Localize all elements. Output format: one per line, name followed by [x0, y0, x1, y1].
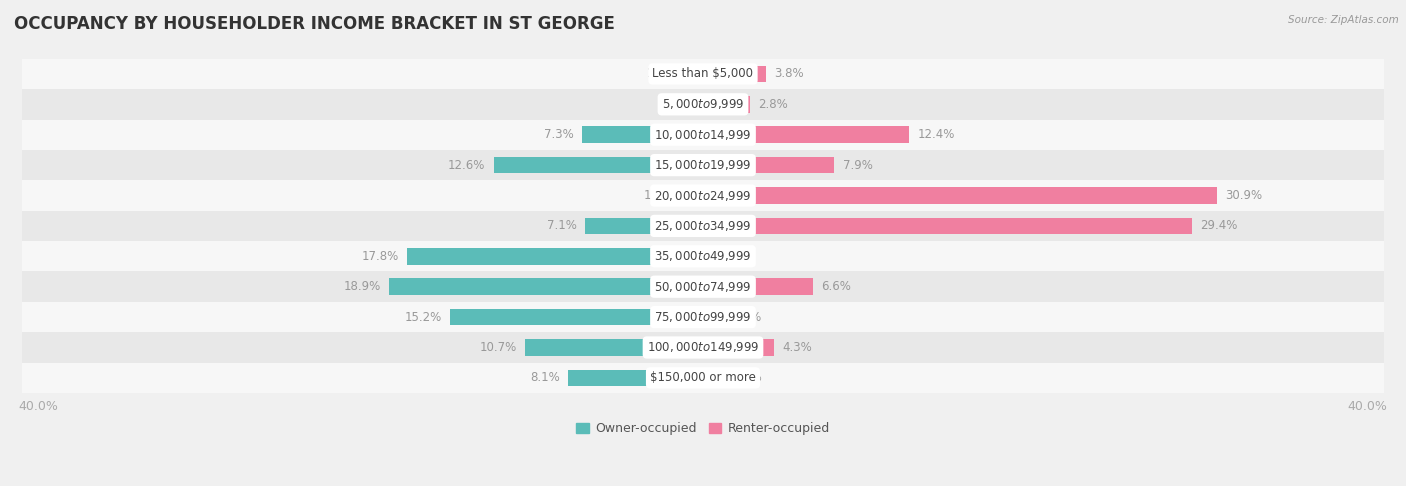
Text: 0.0%: 0.0% [711, 250, 741, 263]
Text: 17.8%: 17.8% [361, 250, 399, 263]
Bar [6, 59, 1400, 89]
Text: $15,000 to $19,999: $15,000 to $19,999 [654, 158, 752, 172]
Bar [703, 66, 766, 82]
Bar [6, 180, 1400, 211]
Bar [6, 150, 1400, 180]
Bar [389, 278, 703, 295]
Bar [703, 278, 813, 295]
Text: $50,000 to $74,999: $50,000 to $74,999 [654, 280, 752, 294]
Text: 30.9%: 30.9% [1225, 189, 1263, 202]
Bar [450, 309, 703, 326]
Bar [6, 332, 1400, 363]
Text: 7.9%: 7.9% [842, 158, 873, 172]
Bar [6, 302, 1400, 332]
Text: OCCUPANCY BY HOUSEHOLDER INCOME BRACKET IN ST GEORGE: OCCUPANCY BY HOUSEHOLDER INCOME BRACKET … [14, 15, 614, 33]
Text: $20,000 to $24,999: $20,000 to $24,999 [654, 189, 752, 203]
Bar [526, 339, 703, 356]
Text: 8.1%: 8.1% [530, 371, 560, 384]
Text: $10,000 to $14,999: $10,000 to $14,999 [654, 128, 752, 142]
Text: 0.0%: 0.0% [665, 98, 695, 111]
Bar [582, 126, 703, 143]
Bar [6, 241, 1400, 272]
Text: Source: ZipAtlas.com: Source: ZipAtlas.com [1288, 15, 1399, 25]
Bar [682, 187, 703, 204]
Bar [6, 272, 1400, 302]
Bar [703, 309, 716, 326]
Bar [703, 126, 910, 143]
Text: 12.4%: 12.4% [917, 128, 955, 141]
Bar [568, 369, 703, 386]
Bar [585, 218, 703, 234]
Bar [703, 339, 775, 356]
Text: 10.7%: 10.7% [479, 341, 517, 354]
Bar [6, 89, 1400, 120]
Bar [494, 157, 703, 174]
Text: 1.1%: 1.1% [647, 68, 676, 81]
Text: 0.76%: 0.76% [724, 311, 761, 324]
Text: 15.2%: 15.2% [405, 311, 441, 324]
Bar [703, 218, 1191, 234]
Text: $25,000 to $34,999: $25,000 to $34,999 [654, 219, 752, 233]
Bar [408, 248, 703, 265]
Bar [685, 66, 703, 82]
Text: $100,000 to $149,999: $100,000 to $149,999 [647, 341, 759, 354]
Text: 29.4%: 29.4% [1199, 219, 1237, 232]
Text: 7.3%: 7.3% [544, 128, 574, 141]
Text: 2.8%: 2.8% [758, 98, 787, 111]
Text: $75,000 to $99,999: $75,000 to $99,999 [654, 310, 752, 324]
Bar [6, 211, 1400, 241]
Text: 6.6%: 6.6% [821, 280, 851, 293]
Text: $150,000 or more: $150,000 or more [650, 371, 756, 384]
Text: Less than $5,000: Less than $5,000 [652, 68, 754, 81]
Text: 1.3%: 1.3% [733, 371, 762, 384]
Legend: Owner-occupied, Renter-occupied: Owner-occupied, Renter-occupied [571, 417, 835, 440]
Text: 3.8%: 3.8% [775, 68, 804, 81]
Text: 1.3%: 1.3% [644, 189, 673, 202]
Bar [703, 96, 749, 113]
Text: 4.3%: 4.3% [783, 341, 813, 354]
Text: 18.9%: 18.9% [343, 280, 381, 293]
Text: $35,000 to $49,999: $35,000 to $49,999 [654, 249, 752, 263]
Bar [703, 187, 1216, 204]
Text: 7.1%: 7.1% [547, 219, 576, 232]
Text: 12.6%: 12.6% [449, 158, 485, 172]
Bar [6, 363, 1400, 393]
Bar [703, 157, 834, 174]
Bar [6, 120, 1400, 150]
Text: $5,000 to $9,999: $5,000 to $9,999 [662, 97, 744, 111]
Bar [703, 369, 724, 386]
